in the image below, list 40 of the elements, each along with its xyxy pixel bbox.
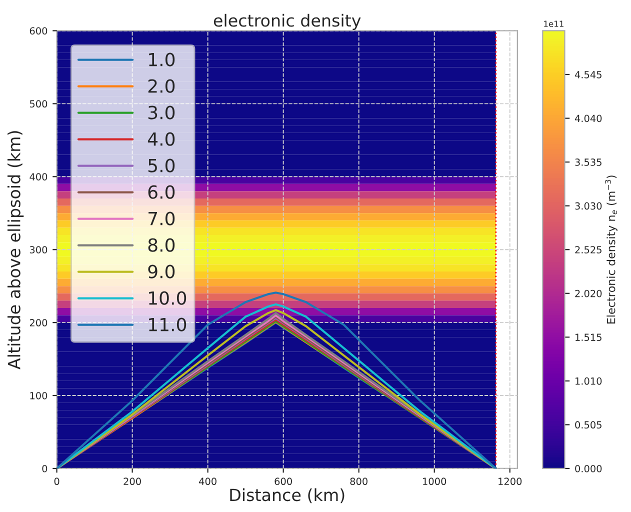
color-bar-label: 3.030 [575,202,602,210]
x-tick-label: 0 [54,478,60,486]
color-bar-label: 3.535 [575,158,602,166]
color-bar-label: 2.020 [575,290,602,298]
color-bar-label: 2.525 [575,246,602,254]
color-bar-label: 1.515 [576,334,602,341]
y-axis-title: Altitude above ellipsoid (km) [8,131,24,370]
legend-label: 4.0 [148,132,175,146]
legend-label: 8.0 [148,238,175,252]
legend-label: 6.0 [148,185,175,199]
x-tick-label: 200 [124,478,141,486]
text: 1e11 [544,20,564,27]
y-tick-label: 0 [42,464,48,472]
legend-label: 1.0 [149,52,175,66]
x-tick-label: 400 [199,478,216,486]
legend-label: 7.0 [148,212,175,226]
y-tick-label: 200 [30,319,48,326]
x-tick-label: 1200 [498,478,522,486]
color-bar-label: 1.010 [576,377,602,385]
legend-label: 2.0 [148,79,175,93]
x-tick-label: 600 [274,478,292,486]
legend-label: 9.0 [148,264,175,278]
y-tick-label: 100 [30,392,48,400]
x-tick-label: 1000 [423,478,446,486]
y-tick-label: 600 [30,27,48,35]
legend-label: 3.0 [148,106,175,120]
chart-title: electronic density [214,14,361,30]
legend-label: 5.0 [148,158,175,172]
color-bar-label: 0.000 [575,464,602,472]
color-bar-title: Electronic density n$_{e}$ (m$^{−3}$) [605,176,618,324]
color-bar-label: 0.505 [575,421,602,429]
x-axis-title: Distance (km) [230,488,344,504]
color-bar-label: 4.545 [574,71,602,78]
y-tick-label: 300 [30,246,48,254]
y-tick-label: 500 [30,100,48,108]
legend-label: 10.0 [149,291,186,305]
y-tick-label: 400 [30,173,48,180]
x-tick-label: 800 [350,478,368,486]
legend-label: 11.0 [149,318,186,332]
color-bar-label: 4.040 [574,114,602,122]
